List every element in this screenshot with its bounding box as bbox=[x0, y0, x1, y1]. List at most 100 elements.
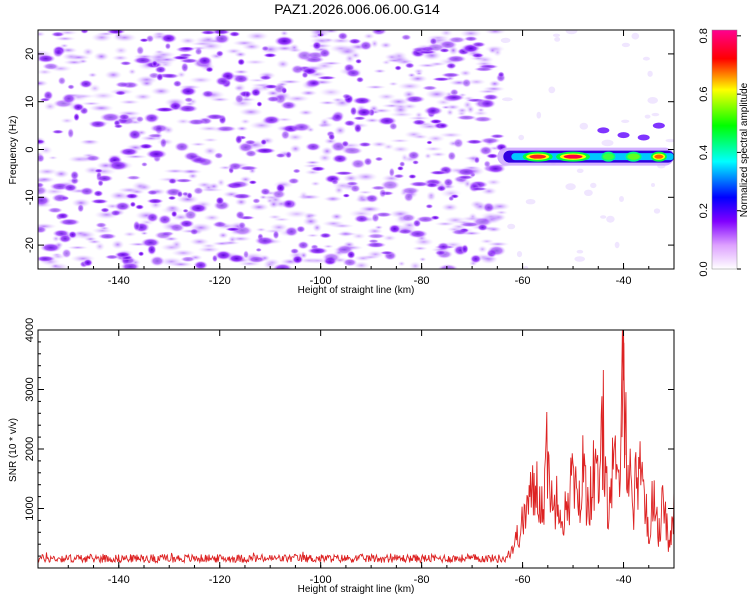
noise-blob bbox=[352, 116, 367, 121]
noise-blob bbox=[205, 66, 214, 73]
noise-speckle bbox=[485, 178, 502, 186]
noise-blob bbox=[388, 224, 402, 234]
noise-speckle bbox=[525, 199, 536, 205]
noise-blob bbox=[63, 183, 78, 192]
noise-blob bbox=[458, 221, 481, 228]
noise-speckle bbox=[415, 71, 424, 76]
noise-speckle bbox=[318, 87, 344, 97]
snr-ticks: -140 -120 -100 -80 -60 -40 1000 2000 3000 4000 bbox=[24, 318, 675, 586]
noise-speckle bbox=[397, 260, 406, 267]
noise-speckle bbox=[272, 217, 291, 222]
noise-blob bbox=[38, 185, 48, 196]
noise-blob bbox=[461, 244, 469, 254]
noise-blob bbox=[157, 214, 172, 225]
signal-lobe-inner bbox=[602, 153, 614, 160]
noise-blob bbox=[146, 212, 159, 223]
noise-speckle bbox=[348, 209, 375, 218]
noise-blob bbox=[250, 88, 262, 97]
noise-blob bbox=[95, 222, 108, 229]
noise-speckle bbox=[286, 133, 304, 142]
noise-blob bbox=[374, 211, 393, 218]
noise-blob bbox=[38, 153, 45, 163]
noise-blob bbox=[447, 36, 467, 44]
noise-speckle bbox=[614, 241, 620, 249]
noise-speckle bbox=[384, 53, 400, 61]
noise-blob bbox=[174, 141, 190, 152]
noise-speckle bbox=[310, 181, 321, 187]
noise-blob bbox=[379, 250, 394, 255]
noise-speckle bbox=[176, 194, 200, 204]
noise-speckle bbox=[485, 226, 503, 233]
spectrogram-noise-field bbox=[38, 30, 674, 269]
noise-blob bbox=[272, 263, 293, 269]
noise-blob bbox=[363, 157, 373, 167]
noise-speckle bbox=[500, 37, 511, 44]
x-tick-label: -120 bbox=[209, 275, 231, 287]
noise-speckle bbox=[423, 146, 444, 152]
noise-speckle bbox=[466, 104, 475, 114]
noise-speckle bbox=[81, 47, 95, 57]
noise-speckle bbox=[370, 39, 379, 49]
noise-speckle bbox=[298, 109, 314, 116]
noise-blob bbox=[38, 182, 45, 188]
noise-blob bbox=[465, 139, 484, 145]
noise-blob bbox=[246, 255, 267, 264]
y-tick-label: 4000 bbox=[24, 318, 36, 342]
noise-speckle bbox=[63, 59, 86, 66]
noise-blob bbox=[346, 250, 356, 259]
noise-blob bbox=[234, 93, 245, 104]
x-tick-label: -140 bbox=[108, 574, 130, 586]
noise-blob bbox=[393, 173, 405, 179]
noise-speckle bbox=[565, 183, 576, 191]
noise-speckle bbox=[621, 42, 631, 48]
noise-blob bbox=[234, 134, 243, 145]
noise-speckle bbox=[518, 134, 525, 141]
noise-speckle bbox=[239, 118, 251, 125]
noise-blob bbox=[443, 177, 454, 187]
noise-speckle bbox=[284, 94, 310, 103]
noise-blob bbox=[38, 225, 48, 234]
noise-blob bbox=[114, 251, 132, 258]
noise-speckle bbox=[160, 243, 183, 252]
noise-blob bbox=[341, 140, 350, 148]
noise-blob bbox=[297, 240, 310, 250]
noise-speckle bbox=[459, 69, 472, 77]
noise-blob bbox=[469, 186, 488, 191]
noise-blob bbox=[110, 209, 122, 217]
noise-blob bbox=[342, 258, 358, 267]
y-tick-label: -10 bbox=[24, 189, 36, 205]
noise-blob bbox=[244, 90, 251, 99]
noise-blob bbox=[139, 38, 150, 43]
noise-blob bbox=[328, 133, 336, 141]
noise-blob bbox=[434, 250, 447, 256]
noise-blob bbox=[78, 79, 94, 89]
x-tick-label: -60 bbox=[515, 275, 531, 287]
noise-blob bbox=[431, 77, 452, 82]
noise-blob bbox=[164, 42, 172, 50]
noise-blob bbox=[355, 76, 365, 83]
noise-blob bbox=[353, 123, 363, 134]
noise-speckle bbox=[94, 241, 106, 252]
noise-speckle bbox=[379, 41, 393, 49]
noise-blob bbox=[213, 33, 231, 45]
noise-blob bbox=[178, 219, 195, 228]
noise-speckle bbox=[428, 61, 447, 67]
signal-peak bbox=[654, 154, 664, 159]
noise-blob bbox=[349, 106, 358, 116]
noise-blob bbox=[180, 62, 189, 73]
snr-xlabel: Height of straight line (km) bbox=[298, 584, 415, 595]
noise-blob bbox=[266, 95, 281, 103]
noise-blob bbox=[193, 186, 204, 195]
noise-speckle bbox=[459, 30, 482, 38]
noise-speckle bbox=[197, 125, 222, 132]
noise-blob bbox=[244, 139, 257, 145]
noise-blob bbox=[180, 256, 196, 263]
y-tick-label: -20 bbox=[24, 237, 36, 253]
noise-blob bbox=[212, 221, 228, 228]
signal-peak bbox=[563, 154, 583, 159]
noise-blob bbox=[307, 79, 321, 87]
noise-blob bbox=[235, 210, 246, 220]
noise-blob bbox=[225, 227, 242, 232]
noise-blob bbox=[287, 177, 300, 185]
